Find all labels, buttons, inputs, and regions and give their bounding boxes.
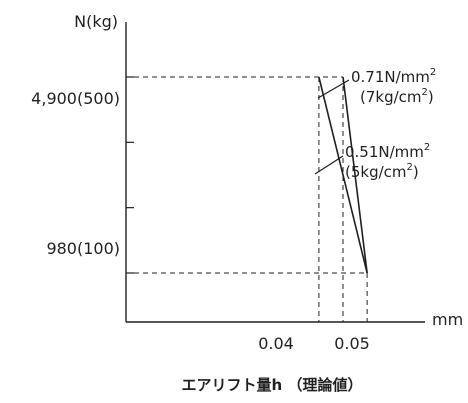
- series-line-1: [342, 76, 368, 274]
- x-axis-unit: mm: [432, 310, 463, 329]
- y-axis-label: N(kg): [74, 12, 118, 31]
- annotation-upper-line2: (7kg/cm2): [360, 87, 434, 106]
- annotation-lower-line2: (5kg/cm2): [345, 162, 419, 181]
- annotation-upper-leader: [317, 79, 350, 99]
- guide-lines: [134, 76, 368, 322]
- series-line-2: [318, 76, 368, 274]
- y-tick-label-980: 980(100): [46, 239, 120, 258]
- y-tick-label-4900: 4,900(500): [31, 89, 120, 108]
- annotation-lower-line1: 0.51N/mm2: [345, 142, 430, 161]
- annotation-lower-leader: [314, 155, 344, 175]
- x-tick-label-0.04: 0.04: [258, 334, 294, 353]
- x-tick-label-0.05: 0.05: [334, 334, 370, 353]
- annotation-upper-line1: 0.71N/mm2: [351, 67, 436, 86]
- x-axis-title: エアリフト量h （理論値）: [182, 376, 363, 394]
- axes: [125, 22, 425, 323]
- series-lines: [318, 76, 368, 274]
